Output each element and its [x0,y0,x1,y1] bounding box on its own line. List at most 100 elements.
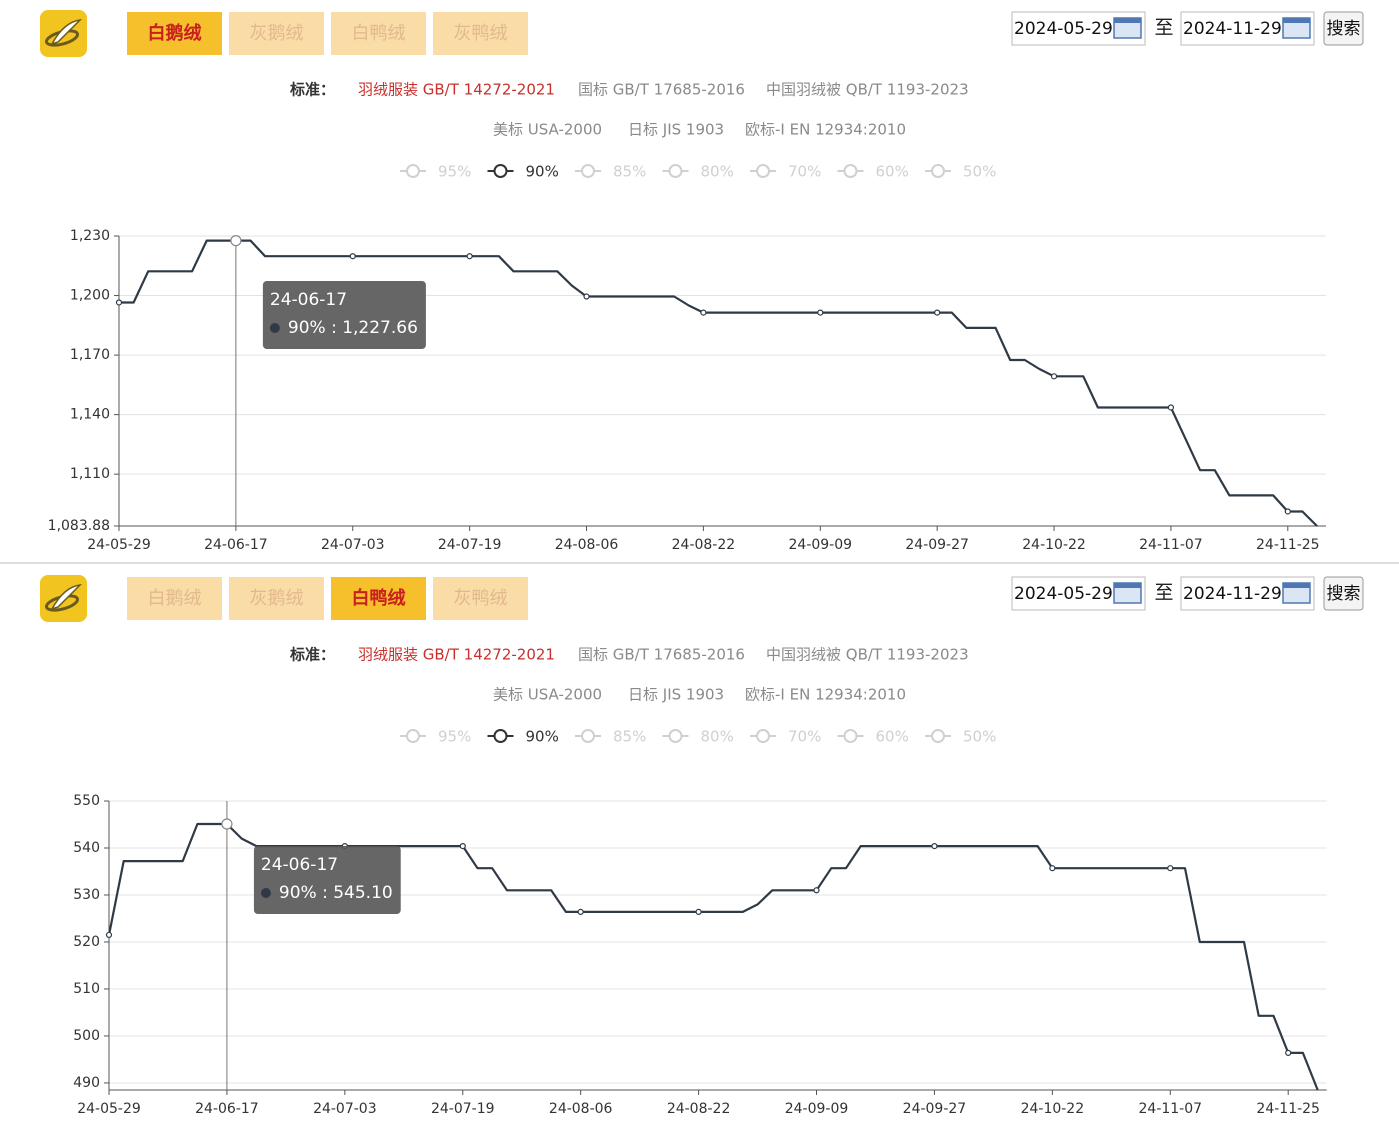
standard-option[interactable]: 日标 JIS 1903 [628,121,724,139]
data-point [577,908,584,916]
y-tick-label: 490 [73,1075,100,1091]
tab-label[interactable]: 灰鸭绒 [454,23,508,44]
x-tick-label: 24-08-06 [555,537,619,553]
tab[interactable] [433,12,528,55]
data-point [817,309,824,316]
range-word: 至 [1154,582,1173,604]
tab-label[interactable]: 白鹅绒 [148,588,202,609]
data-point [230,235,242,247]
tab-label[interactable]: 灰鹅绒 [250,23,304,44]
data-point [105,931,113,939]
legend-label[interactable]: 80% [701,728,734,746]
legend-icon-circle[interactable] [756,729,770,743]
legend-icon-circle[interactable] [581,729,595,743]
legend-icon-circle[interactable] [406,729,420,743]
search-button[interactable] [1323,11,1364,46]
x-tick-label: 24-10-22 [1021,1101,1085,1117]
legend-label[interactable]: 85% [613,728,646,746]
standard-option[interactable]: 美标 USA-2000 [493,686,602,704]
tab[interactable] [127,577,222,620]
standard-option[interactable]: 国标 GB/T 17685-2016 [578,646,745,664]
standard-option[interactable]: 美标 USA-2000 [493,121,602,139]
data-point [1285,1049,1292,1056]
y-tick-label: 1,230 [70,228,110,244]
y-tick-label: 1,083.88 [48,518,110,534]
legend-icon-circle[interactable] [931,164,945,178]
y-tick-label: 1,140 [70,407,110,423]
legend-icon-circle[interactable] [581,164,595,178]
tab-label[interactable]: 白鸭绒 [352,587,406,609]
x-tick-label: 24-08-06 [549,1101,613,1117]
legend-label[interactable]: 70% [788,163,821,181]
x-tick-label: 24-11-07 [1139,1101,1203,1117]
y-tick-label: 1,170 [70,347,110,363]
legend-icon-circle[interactable] [668,164,683,178]
y-tick-label: 510 [73,981,100,997]
search-label[interactable]: 搜索 [1327,19,1361,39]
x-tick-label: 24-08-22 [667,1101,731,1117]
data-point [115,299,123,306]
standard-option[interactable]: 日标 JIS 1903 [628,686,724,704]
date-value[interactable]: 2024-11-29 [1183,584,1282,604]
x-tick-label: 24-09-27 [903,1101,967,1117]
date-value[interactable]: 2024-05-29 [1014,19,1113,39]
x-tick-label: 24-09-27 [905,537,969,553]
date-value[interactable]: 2024-05-29 [1014,584,1113,604]
legend-icon-circle[interactable] [756,164,770,178]
tab[interactable] [433,577,528,620]
x-tick-label: 24-09-09 [789,537,853,553]
data-point [934,309,941,316]
legend-label[interactable]: 60% [876,728,909,746]
data-point [700,309,707,316]
standard-option[interactable]: 中国羽绒被 QB/T 1193-2023 [766,646,969,664]
legend-icon-circle[interactable] [493,164,508,178]
legend-label[interactable]: 90% [526,728,559,746]
legend-icon-circle[interactable] [931,729,945,743]
x-tick-label: 24-11-25 [1256,537,1320,553]
logo-feather [50,18,83,46]
legend-label[interactable]: 95% [438,728,471,746]
legend-label[interactable]: 60% [876,163,909,181]
legend-icon-circle[interactable] [406,164,420,178]
tab-label[interactable]: 灰鸭绒 [454,588,508,609]
tab[interactable] [229,12,324,55]
standard-option[interactable]: 羽绒服装 GB/T 14272-2021 [358,81,555,99]
logo [40,10,87,57]
legend-icon-circle[interactable] [843,164,858,178]
legend-label[interactable]: 95% [438,163,471,181]
tab-label[interactable]: 灰鹅绒 [250,588,304,609]
tab-label[interactable]: 白鹅绒 [148,22,202,44]
tab-label[interactable]: 白鸭绒 [352,23,406,44]
legend-label[interactable]: 50% [963,728,996,746]
data-point [459,843,466,850]
tab[interactable] [331,12,426,55]
standard-option[interactable]: 国标 GB/T 17685-2016 [578,81,745,99]
tooltip-title: 24-06-17 [270,290,347,310]
tooltip [253,846,401,914]
data-point [695,908,702,916]
legend-label[interactable]: 90% [526,163,559,181]
legend-label[interactable]: 80% [701,163,734,181]
standard-option[interactable]: 中国羽绒被 QB/T 1193-2023 [766,81,969,99]
legend-icon-circle[interactable] [668,729,683,743]
standard-option[interactable]: 欧标-I EN 12934:2010 [745,121,906,139]
tab[interactable] [127,12,222,55]
legend-icon-circle[interactable] [493,729,508,743]
y-tick-label: 520 [73,934,100,950]
legend-label[interactable]: 50% [963,163,996,181]
legend-icon-circle[interactable] [843,729,858,743]
legend-label[interactable]: 85% [613,163,646,181]
standard-option[interactable]: 羽绒服装 GB/T 14272-2021 [358,646,555,664]
search-button[interactable] [1323,576,1364,611]
x-tick-label: 24-10-22 [1022,537,1086,553]
tab[interactable] [331,577,426,620]
y-tick-label: 550 [73,793,100,809]
search-label[interactable]: 搜索 [1327,584,1361,604]
standard-option[interactable]: 欧标-I EN 12934:2010 [745,686,906,704]
range-word: 至 [1154,17,1173,39]
tab[interactable] [229,577,324,620]
tooltip-text: 90% : 545.10 [279,883,393,903]
legend-label[interactable]: 70% [788,728,821,746]
date-value[interactable]: 2024-11-29 [1183,19,1282,39]
